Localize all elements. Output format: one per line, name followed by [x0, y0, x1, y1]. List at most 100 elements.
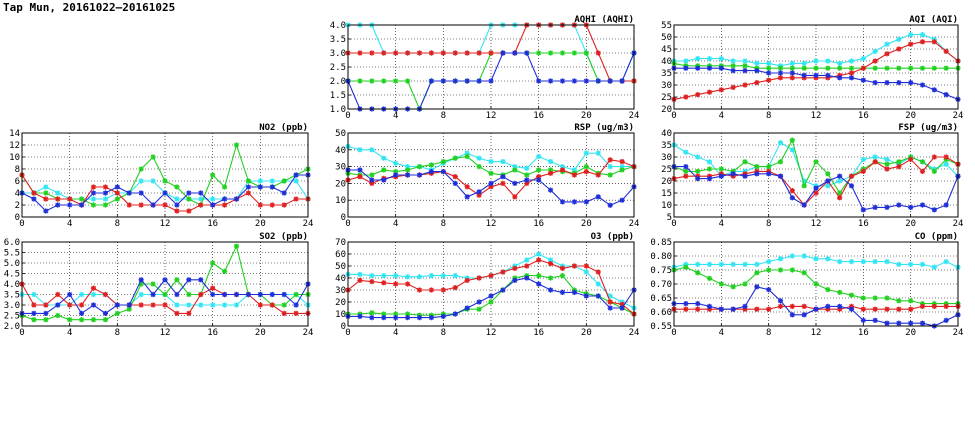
data-point — [766, 70, 772, 76]
data-point — [908, 80, 914, 86]
data-point — [221, 184, 228, 190]
data-point — [67, 202, 73, 208]
data-point — [801, 312, 807, 318]
data-point — [416, 172, 423, 178]
data-point — [825, 72, 831, 78]
data-point — [404, 274, 411, 280]
data-point — [848, 173, 855, 179]
data-point — [766, 171, 772, 177]
data-point — [607, 305, 613, 311]
data-point — [488, 273, 494, 279]
data-point — [55, 202, 61, 208]
data-point — [102, 190, 109, 196]
data-point — [559, 273, 566, 279]
data-point — [706, 166, 713, 172]
y-tick-label: 0.75 — [650, 266, 672, 276]
data-point — [381, 50, 387, 56]
data-point — [293, 172, 299, 178]
data-point — [102, 310, 109, 316]
panel-title: FSP (ug/m3) — [898, 123, 958, 133]
data-point — [536, 50, 542, 56]
y-tick-label: 40 — [335, 274, 346, 284]
data-point — [848, 75, 855, 81]
panel-title: RSP (ug/m3) — [574, 123, 634, 133]
data-point — [126, 190, 132, 196]
data-point — [221, 291, 228, 298]
data-point — [90, 285, 97, 291]
data-point — [393, 315, 399, 321]
data-point — [825, 171, 831, 177]
x-tick-label: 16 — [858, 111, 869, 121]
data-point — [452, 174, 458, 180]
y-tick-label: 6.0 — [4, 238, 20, 248]
data-point — [837, 289, 843, 295]
data-point — [547, 287, 554, 293]
panel-aqhi: 0 4 8 12 16 20 24 1.0 1.5 2.0 2.5 3.0 3.5 4.0 AQHI (AQ… — [330, 15, 640, 121]
y-tick-label: 2 — [15, 201, 20, 211]
data-point — [777, 140, 784, 146]
data-point — [837, 65, 843, 71]
data-point — [766, 287, 772, 293]
data-point — [837, 195, 843, 201]
data-point — [919, 32, 926, 38]
data-point — [150, 291, 156, 298]
data-point — [31, 302, 37, 308]
data-point — [512, 164, 518, 170]
data-point — [837, 173, 843, 179]
x-tick-label: 4 — [67, 328, 72, 338]
data-point — [777, 256, 784, 262]
data-point — [754, 284, 760, 290]
y-tick-label: 35 — [661, 141, 672, 151]
data-point — [257, 291, 263, 298]
data-point — [931, 154, 937, 160]
data-point — [293, 196, 299, 202]
data-point — [884, 306, 890, 312]
data-point — [452, 273, 458, 279]
data-point — [872, 259, 878, 265]
data-point — [695, 56, 701, 62]
data-point — [837, 60, 843, 66]
data-point — [742, 68, 748, 74]
data-point — [233, 243, 240, 249]
data-point — [369, 310, 375, 316]
data-point — [742, 82, 748, 88]
data-point — [186, 196, 192, 202]
data-point — [695, 154, 701, 160]
data-point — [595, 78, 601, 84]
data-point — [500, 50, 506, 56]
data-point — [777, 303, 784, 309]
x-tick-label: 0 — [345, 111, 350, 121]
data-point — [369, 273, 375, 279]
data-point — [730, 171, 736, 177]
data-point — [813, 72, 819, 78]
data-point — [78, 310, 85, 316]
data-point — [789, 195, 795, 201]
y-tick-label: 40 — [335, 146, 346, 156]
data-point — [488, 170, 494, 176]
x-tick-label: 12 — [811, 219, 822, 229]
data-point — [896, 46, 902, 52]
y-tick-label: 40 — [661, 129, 672, 139]
data-point — [583, 263, 589, 269]
data-point — [919, 303, 926, 309]
x-tick-label: 16 — [207, 328, 218, 338]
data-point — [31, 310, 37, 316]
data-point — [138, 190, 144, 196]
data-point — [369, 180, 375, 186]
data-point — [78, 302, 85, 308]
data-point — [198, 202, 204, 208]
data-point — [884, 65, 890, 71]
data-point — [789, 303, 795, 309]
data-point — [293, 178, 299, 184]
data-point — [186, 310, 192, 316]
x-tick-label: 8 — [441, 219, 446, 229]
data-point — [233, 196, 240, 202]
panel-title: NO2 (ppb) — [259, 123, 308, 133]
x-tick-label: 12 — [160, 328, 171, 338]
data-point — [695, 301, 701, 307]
x-tick-label: 4 — [719, 219, 724, 229]
x-tick-label: 24 — [629, 219, 640, 229]
x-tick-label: 20 — [255, 328, 266, 338]
x-tick-label: 0 — [671, 111, 676, 121]
